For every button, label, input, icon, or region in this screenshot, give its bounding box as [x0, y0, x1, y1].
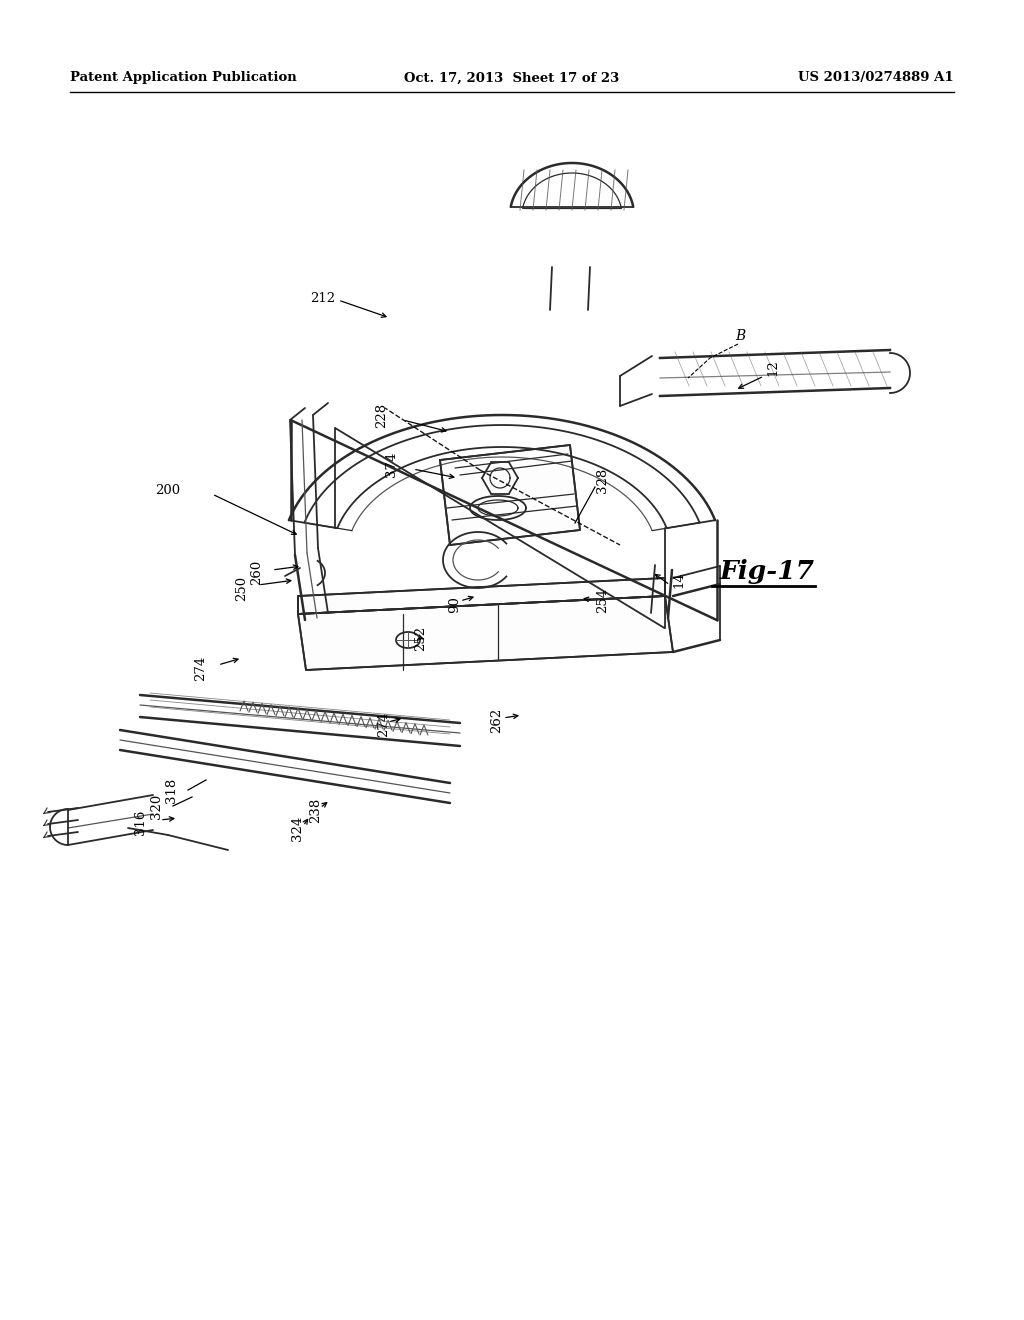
Text: 12: 12 — [766, 359, 779, 376]
Text: 90: 90 — [449, 597, 462, 614]
Text: 274: 274 — [378, 711, 390, 737]
Text: 238: 238 — [309, 797, 323, 822]
Text: US 2013/0274889 A1: US 2013/0274889 A1 — [799, 71, 954, 84]
Text: 200: 200 — [155, 483, 180, 496]
Text: 254: 254 — [596, 587, 609, 612]
Text: 14: 14 — [672, 572, 685, 589]
Polygon shape — [298, 597, 673, 671]
Text: 228: 228 — [375, 403, 388, 428]
Polygon shape — [298, 578, 665, 614]
Text: 318: 318 — [165, 777, 178, 803]
Text: 212: 212 — [310, 292, 335, 305]
Text: 252: 252 — [415, 626, 427, 651]
Text: 274: 274 — [194, 655, 207, 681]
Text: 328: 328 — [596, 467, 609, 492]
Text: 250: 250 — [234, 576, 248, 601]
Text: Oct. 17, 2013  Sheet 17 of 23: Oct. 17, 2013 Sheet 17 of 23 — [404, 71, 620, 84]
Text: Fig-17: Fig-17 — [720, 560, 815, 585]
Text: 262: 262 — [490, 708, 504, 733]
Text: 324: 324 — [291, 816, 303, 841]
Text: 316: 316 — [134, 809, 147, 834]
Polygon shape — [440, 445, 580, 545]
Text: 260: 260 — [250, 560, 263, 585]
Text: 374: 374 — [385, 451, 398, 477]
Text: B: B — [735, 329, 745, 343]
Text: Patent Application Publication: Patent Application Publication — [70, 71, 297, 84]
Text: 320: 320 — [150, 793, 163, 818]
